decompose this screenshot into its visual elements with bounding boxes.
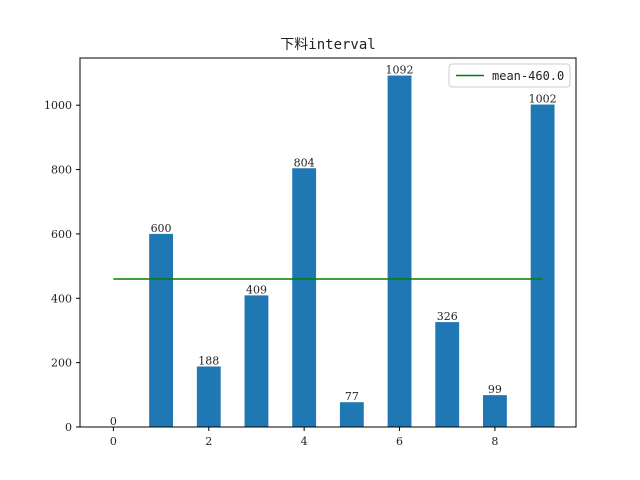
legend: mean-460.0 bbox=[448, 63, 571, 88]
y-tick-label-0: 0 bbox=[65, 421, 72, 434]
y-tick-label-3: 600 bbox=[51, 228, 72, 241]
bar-7 bbox=[435, 322, 460, 427]
bar-4 bbox=[292, 168, 317, 427]
x-tick-label-4: 8 bbox=[491, 435, 498, 448]
bar-9 bbox=[530, 104, 555, 427]
bar-value-label-8: 99 bbox=[488, 383, 502, 396]
x-tick-label-3: 6 bbox=[396, 435, 403, 448]
legend-box bbox=[448, 63, 571, 88]
bar-value-label-9: 1002 bbox=[529, 93, 557, 106]
bar-6 bbox=[387, 75, 412, 428]
legend-mean-label: mean-460.0 bbox=[492, 69, 564, 83]
bar-value-label-3: 409 bbox=[246, 283, 267, 296]
x-tick-label-0: 0 bbox=[110, 435, 117, 448]
plot-area: 0 600 188 409 804 77 1092 326 99 1002 0 2 4 6 8 0 200 400… bbox=[44, 64, 557, 448]
bar-value-label-1: 600 bbox=[151, 222, 172, 235]
bar-5 bbox=[339, 402, 364, 427]
bar-1 bbox=[149, 233, 173, 427]
plot-frame bbox=[79, 57, 577, 428]
y-tick-label-2: 400 bbox=[51, 292, 72, 305]
bar-2 bbox=[196, 366, 221, 427]
bar-8 bbox=[483, 395, 507, 427]
chart-title: 下料interval bbox=[280, 37, 375, 53]
bar-3 bbox=[244, 295, 269, 427]
bar-value-label-0: 0 bbox=[110, 415, 117, 428]
bar-value-label-4: 804 bbox=[294, 156, 315, 169]
y-tick-label-5: 1000 bbox=[44, 99, 72, 112]
bar-value-label-2: 188 bbox=[198, 354, 219, 367]
y-tick-label-4: 800 bbox=[51, 164, 72, 177]
bar-value-label-7: 326 bbox=[437, 310, 458, 323]
x-tick-label-2: 4 bbox=[301, 435, 308, 448]
x-tick-label-1: 2 bbox=[205, 435, 212, 448]
bar-value-label-6: 1092 bbox=[386, 64, 414, 77]
bar-value-label-5: 77 bbox=[345, 390, 359, 403]
y-tick-label-1: 200 bbox=[51, 357, 72, 370]
